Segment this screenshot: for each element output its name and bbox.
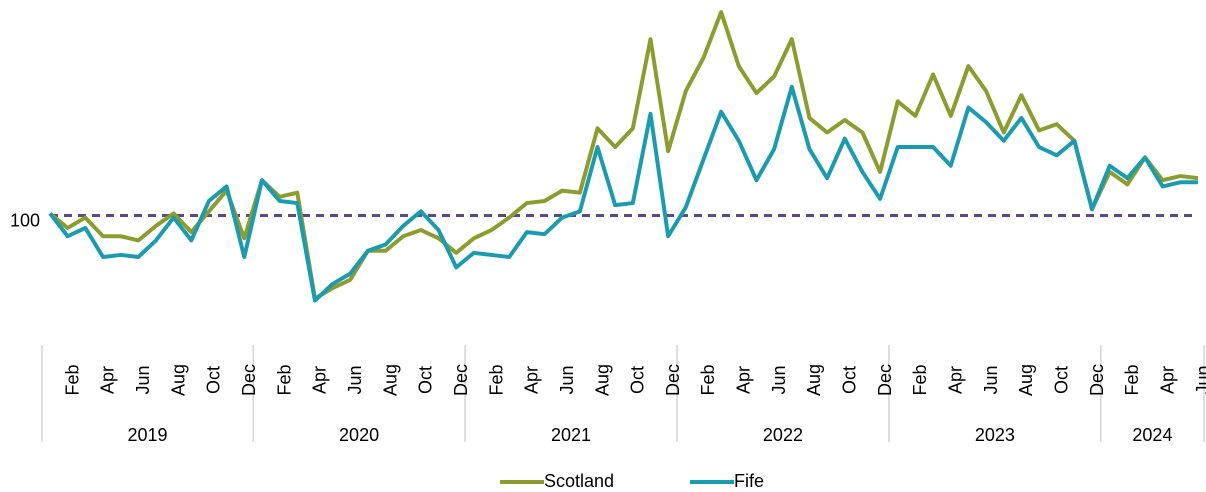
line-series xyxy=(48,10,1199,301)
legend-label: Scotland xyxy=(544,471,614,491)
x-tick-label: Dec xyxy=(663,364,683,396)
y-tick-label: 100 xyxy=(10,210,40,230)
year-label: 2021 xyxy=(551,425,591,445)
x-tick-label: Aug xyxy=(380,364,400,396)
line-series xyxy=(48,84,1198,303)
x-tick-label: Aug xyxy=(168,364,188,396)
year-label: 2019 xyxy=(128,425,168,445)
x-tick-label: Apr xyxy=(98,366,118,394)
x-tick-label: Oct xyxy=(1051,366,1071,394)
x-tick-label: Aug xyxy=(804,364,824,396)
x-tick-label: Feb xyxy=(62,364,82,395)
x-tick-label: Dec xyxy=(875,364,895,396)
x-tick-label: Jun xyxy=(769,365,789,394)
year-label: 2022 xyxy=(763,425,803,445)
x-tick-label: Apr xyxy=(310,366,330,394)
x-tick-label: Jun xyxy=(345,365,365,394)
x-tick-label: Jun xyxy=(981,365,1001,394)
x-tick-label: Dec xyxy=(239,364,259,396)
x-tick-label: Oct xyxy=(840,366,860,394)
x-tick-label: Apr xyxy=(522,366,542,394)
x-tick-label: Aug xyxy=(1016,364,1036,396)
x-tick-label: Feb xyxy=(486,364,506,395)
x-tick-label: Apr xyxy=(945,366,965,394)
legend-label: Fife xyxy=(734,471,764,491)
year-label: 2020 xyxy=(339,425,379,445)
x-tick-label: Feb xyxy=(910,364,930,395)
x-tick-label: Aug xyxy=(592,364,612,396)
x-tick-label: Oct xyxy=(416,366,436,394)
x-tick-label: Jun xyxy=(133,365,153,394)
x-tick-label: Jun xyxy=(557,365,577,394)
year-label: 2024 xyxy=(1132,425,1172,445)
x-tick-label: Jun xyxy=(1193,365,1206,394)
x-tick-label: Dec xyxy=(451,364,471,396)
x-tick-label: Feb xyxy=(274,364,294,395)
x-tick-label: Apr xyxy=(734,366,754,394)
x-tick-label: Oct xyxy=(628,366,648,394)
x-tick-label: Feb xyxy=(1122,364,1142,395)
x-tick-label: Oct xyxy=(204,366,224,394)
x-tick-label: Apr xyxy=(1157,366,1177,394)
x-tick-label: Dec xyxy=(1087,364,1107,396)
x-tick-label: Feb xyxy=(698,364,718,395)
year-label: 2023 xyxy=(975,425,1015,445)
